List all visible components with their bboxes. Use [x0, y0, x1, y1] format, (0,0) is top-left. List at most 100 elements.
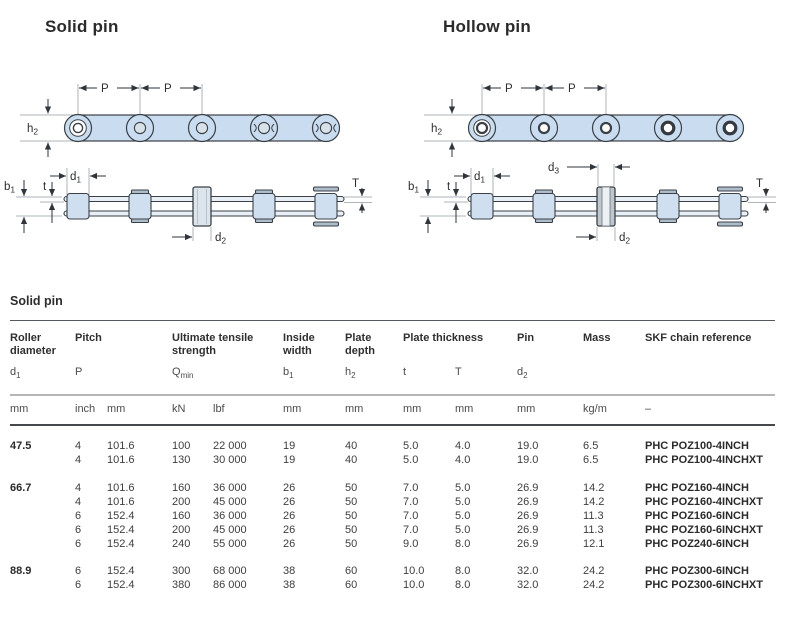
- cell-roller-diameter: [10, 537, 75, 551]
- cell-strength-kn: 240: [172, 537, 191, 550]
- cell-pin-d2: 19.0: [517, 454, 539, 466]
- cell-skf-reference: PHC POZ300-6INCHXT: [645, 579, 763, 591]
- cell-thickness-T: 8.0: [455, 579, 471, 591]
- cell-strength-lbf: 30 000: [213, 454, 247, 466]
- cell-roller-diameter: [10, 454, 75, 468]
- cell-thickness-T: 5.0: [455, 509, 471, 522]
- dim-label-t: t: [43, 181, 47, 193]
- header-plate-depth: Plate depth: [345, 332, 375, 357]
- cell-strength-kn: 300: [172, 565, 191, 577]
- cell-plate-depth: 50: [345, 481, 358, 494]
- cell-roller-diameter: 47.5: [10, 440, 32, 452]
- table-header: Roller diameter Pitch Ultimate tensile s…: [10, 321, 776, 426]
- cell-plate-depth: 50: [345, 537, 358, 550]
- cell-inside-width: 19: [283, 454, 296, 466]
- cell-pitch-inch: 4: [75, 481, 82, 494]
- cell-strength-lbf: 55 000: [213, 537, 247, 550]
- cell-inside-width: 26: [283, 495, 296, 508]
- cell-pin-d2: 26.9: [517, 495, 539, 508]
- cell-inside-width: 26: [283, 537, 296, 550]
- cell-inside-width: 19: [283, 440, 296, 452]
- cell-pitch-inch: 6: [75, 579, 82, 591]
- unit-mass: kg/m: [583, 395, 646, 426]
- cell-thickness-T: 8.0: [455, 565, 471, 577]
- cell-thickness-t: 9.0: [403, 537, 419, 550]
- cell-mass: 6.5: [583, 454, 599, 466]
- cell-strength-lbf: 86 000: [213, 579, 247, 591]
- cell-strength-lbf: 22 000: [213, 440, 247, 452]
- symbol-t: t: [403, 360, 456, 396]
- header-pitch: Pitch: [75, 332, 102, 344]
- cell-thickness-t: 10.0: [403, 579, 425, 591]
- table-row: 47.5 4 101.6 100 22 000 19 40 5.0 4.0 19.0 6.5 PHC …: [10, 425, 775, 454]
- cell-mass: 24.2: [583, 565, 605, 577]
- cell-plate-depth: 50: [345, 509, 358, 522]
- cell-thickness-t: 7.0: [403, 509, 419, 522]
- solid-pin-spec-table: Roller diameter Pitch Ultimate tensile s…: [10, 320, 776, 593]
- dim-label-h2: h2: [431, 123, 442, 137]
- table-row: 4 101.6 200 45 000 26 50 7.0 5.0 26.9 14.2 PHC POZ…: [10, 495, 775, 509]
- cell-pitch-mm: 101.6: [107, 481, 135, 494]
- header-plate-thickness: Plate thickness: [403, 332, 484, 344]
- cell-skf-reference: PHC POZ160-4INCHXT: [645, 495, 763, 508]
- cell-skf-reference: PHC POZ160-4INCH: [645, 481, 749, 494]
- cell-strength-kn: 380: [172, 579, 191, 591]
- table-row: 6 152.4 380 86 000 38 60 10.0 8.0 32.0 24.2 PHC PO…: [10, 579, 775, 593]
- cell-strength-kn: 160: [172, 481, 191, 494]
- cell-pitch-mm: 101.6: [107, 454, 135, 466]
- cell-pin-d2: 26.9: [517, 481, 539, 494]
- dim-label-p2: P: [568, 83, 576, 95]
- cell-roller-diameter: [10, 509, 75, 523]
- cell-roller-diameter: [10, 495, 75, 509]
- cell-pitch-inch: 4: [75, 440, 82, 452]
- cell-pitch-mm: 152.4: [107, 509, 135, 522]
- cell-pin-d2: 32.0: [517, 565, 539, 577]
- cell-pitch-inch: 6: [75, 565, 82, 577]
- hollow-dimension-labels: P P h2 d1 b1 t T d2 d3: [408, 83, 763, 246]
- unit-T: mm: [455, 395, 518, 426]
- dim-label-h2: h2: [27, 123, 38, 137]
- cell-skf-reference: PHC POZ100-4INCHXT: [645, 454, 763, 466]
- cell-inside-width: 38: [283, 579, 296, 591]
- cell-strength-kn: 130: [172, 454, 191, 466]
- cell-strength-lbf: 45 000: [213, 495, 247, 508]
- dim-label-d1: d1: [70, 171, 81, 185]
- header-skf-reference: SKF chain reference: [645, 332, 752, 344]
- cell-thickness-t: 7.0: [403, 523, 419, 536]
- symbol-d1: d1: [10, 360, 75, 396]
- header-tensile-strength: Ultimate tensile strength: [172, 332, 254, 357]
- unit-kn: kN: [172, 395, 213, 426]
- cell-roller-diameter: [10, 523, 75, 537]
- table-row: 88.9 6 152.4 300 68 000 38 60 10.0 8.0 32.0 24.2 PH…: [10, 551, 775, 579]
- dim-label-T: T: [352, 178, 359, 190]
- cell-mass: 14.2: [583, 481, 605, 494]
- header-inside-width: Inside width: [283, 332, 315, 357]
- cell-skf-reference: PHC POZ160-6INCHXT: [645, 523, 763, 536]
- dim-label-T: T: [756, 178, 763, 190]
- cell-pin-d2: 19.0: [517, 440, 539, 452]
- hollow-chain-side-view: [467, 186, 749, 227]
- cell-roller-diameter: 66.7: [10, 481, 32, 494]
- cell-pin-d2: 26.9: [517, 523, 539, 536]
- cell-mass: 14.2: [583, 495, 605, 508]
- header-mass: Mass: [583, 332, 611, 344]
- unit-h2: mm: [345, 395, 404, 426]
- cell-strength-kn: 100: [172, 440, 191, 452]
- unit-pitch-inch: inch: [75, 395, 107, 426]
- cell-inside-width: 26: [283, 481, 296, 494]
- hollow-dimension-lines: [424, 84, 770, 241]
- cell-thickness-t: 5.0: [403, 454, 419, 466]
- table-row: 4 101.6 130 30 000 19 40 5.0 4.0 19.0 6.5 PHC POZ1…: [10, 454, 775, 468]
- hollow-chain-top-view: [467, 113, 745, 143]
- cell-pitch-mm: 152.4: [107, 523, 135, 536]
- hollow-pin-diagram: P P h2 d1 b1 t T d2 d3: [408, 83, 776, 246]
- cell-strength-lbf: 68 000: [213, 565, 247, 577]
- table-row: 6 152.4 240 55 000 26 50 9.0 8.0 26.9 12.1 PHC POZ…: [10, 537, 775, 551]
- cell-skf-reference: PHC POZ160-6INCH: [645, 509, 749, 522]
- cell-plate-depth: 60: [345, 579, 358, 591]
- solid-pin-table-section: Solid pin Roller diameter Pitch Ultimate…: [10, 294, 776, 593]
- cell-inside-width: 26: [283, 509, 296, 522]
- solid-extension-lines: [16, 84, 372, 241]
- cell-thickness-T: 5.0: [455, 495, 471, 508]
- header-roller-diameter: Roller diameter: [10, 332, 56, 357]
